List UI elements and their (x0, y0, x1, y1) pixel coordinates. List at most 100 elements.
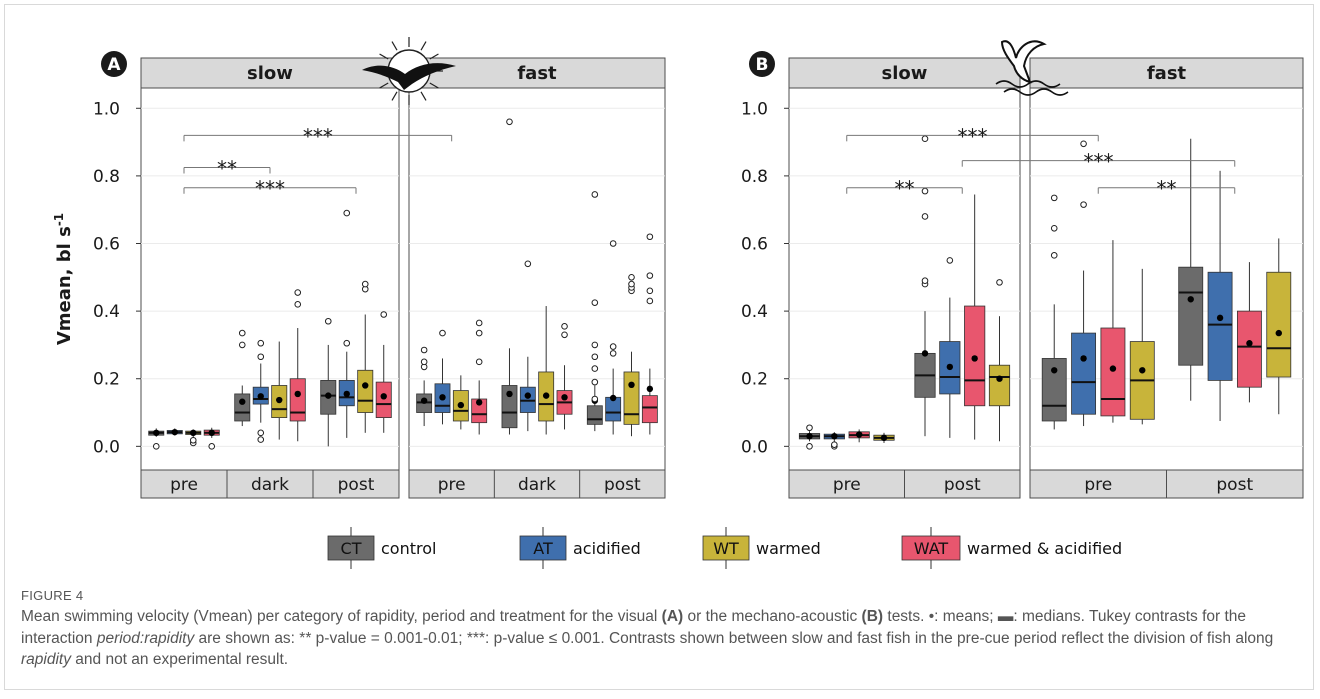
facet-strip (1029, 57, 1304, 89)
period-label: post (604, 475, 641, 495)
box-WAT (641, 395, 658, 424)
panel-letter-badge (749, 51, 775, 77)
seabird-icon (1000, 40, 1047, 84)
outlier-point (946, 257, 954, 264)
y-tick-label: 0.6 (93, 235, 120, 255)
box-WAT (1236, 310, 1262, 388)
mean-point (380, 393, 387, 400)
mean-point (294, 390, 301, 398)
caption-part: or the mechano-acoustic (683, 608, 862, 625)
outlier-point (646, 233, 654, 241)
outlier-point (257, 353, 265, 361)
caption-part: period:rapidity (96, 629, 195, 647)
mean-point (239, 398, 246, 405)
period-strip (408, 469, 666, 499)
contrast-stars: ** (1157, 177, 1177, 201)
y-axis-title-text: Vmean, bl s (54, 226, 75, 345)
period-label: post (1216, 475, 1253, 495)
sun-ray (391, 41, 398, 51)
figure-label: FIGURE 4 (21, 588, 84, 603)
outlier-point (324, 317, 332, 325)
period-label: post (944, 475, 981, 495)
outlier-point (921, 187, 929, 195)
outlier-point (561, 323, 568, 330)
outlier-point (591, 191, 599, 198)
legend-swatch-AT (519, 535, 567, 561)
outlier-point (831, 441, 838, 448)
outlier-point (294, 301, 302, 308)
y-tick-label: 0.4 (741, 302, 768, 322)
box-CT (501, 385, 518, 429)
outlier-point (591, 341, 599, 349)
caption-part: tests. •: means; ▬: medians. Tukey contr… (21, 608, 1247, 647)
box-AT (1207, 271, 1233, 381)
caption-part: are shown as: ** p-value = 0.001-0.01; *… (194, 629, 1274, 647)
facet-strip (408, 57, 666, 89)
mean-point (1275, 329, 1282, 337)
mean-point (628, 381, 635, 389)
facet-plot-area (1029, 87, 1304, 471)
outlier-point (921, 213, 929, 220)
legend-code: CT (341, 539, 362, 558)
outlier-point (921, 277, 929, 284)
outlier-point (1050, 194, 1058, 202)
outlier-point (420, 346, 428, 354)
facet-strip (140, 57, 400, 89)
outlier-point (996, 279, 1003, 286)
mean-point (1109, 365, 1117, 372)
outlier-point (591, 378, 599, 386)
mean-point (208, 429, 215, 437)
outlier-point (257, 339, 265, 347)
legend-code: AT (533, 539, 553, 558)
y-axis-title: Vmean, bl s-1 (52, 213, 75, 345)
mean-point (506, 390, 513, 398)
legend-label: acidified (573, 539, 641, 558)
mean-point (343, 390, 350, 398)
facet-plot-area (140, 87, 400, 471)
mean-point (831, 432, 838, 440)
sun-ray (429, 53, 439, 60)
outlier-point (475, 358, 483, 366)
facet-label: fast (1147, 63, 1187, 84)
mean-point (276, 396, 283, 404)
outlier-point (343, 339, 351, 347)
box-CT (234, 393, 251, 422)
mean-point (609, 394, 617, 402)
mean-point (1216, 314, 1224, 322)
mean-point (880, 434, 888, 442)
outlier-point (609, 240, 617, 247)
facet-label: fast (517, 63, 557, 84)
legend-label: control (381, 539, 436, 558)
legend-label: warmed (756, 539, 821, 558)
contrast-stars: *** (1084, 150, 1114, 174)
mean-point (996, 375, 1003, 382)
mean-point (855, 431, 863, 438)
contrast-stars: ** (217, 156, 237, 180)
outlier-point (921, 135, 929, 143)
box-WT (623, 371, 640, 425)
y-tick-label: 0.8 (741, 167, 768, 187)
panel-letter: B (756, 55, 769, 75)
legend-code: WAT (914, 539, 949, 558)
legend-code: WT (713, 539, 739, 558)
sun-ray (420, 41, 427, 51)
mean-point (457, 401, 465, 409)
mean-point (1187, 296, 1194, 303)
legend-label: warmed & acidified (967, 539, 1122, 558)
y-axis-title-sup: -1 (52, 213, 66, 226)
outlier-point (1050, 252, 1058, 259)
facet-plot-area (408, 87, 666, 471)
mean-point (362, 382, 369, 389)
mean-point (806, 432, 813, 440)
sun-ray (391, 91, 398, 101)
sun-ray (420, 91, 427, 101)
sun-ray (379, 82, 389, 89)
outlier-point (257, 436, 265, 443)
panel-letter-badge (101, 51, 127, 77)
outlier-point (1050, 224, 1058, 232)
y-tick-label: 0.0 (93, 437, 120, 457)
outlier-point (343, 209, 351, 217)
box-AT (1071, 332, 1097, 415)
outlier-point (420, 358, 428, 366)
